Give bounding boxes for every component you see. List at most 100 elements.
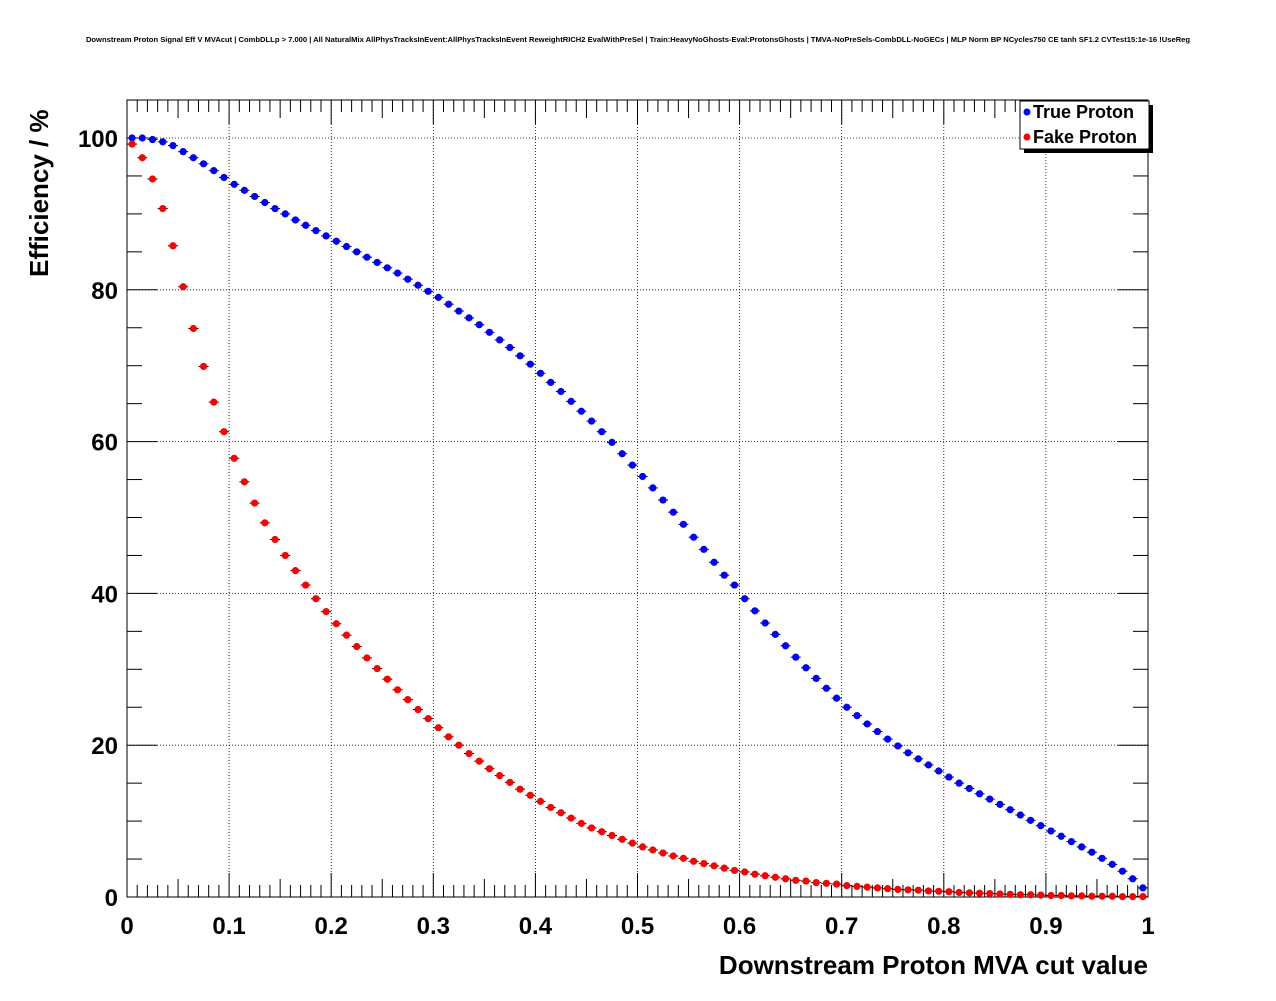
data-point-true-proton (159, 138, 167, 146)
data-point-true-proton (169, 141, 177, 150)
x-tick-label: 0.3 (417, 913, 450, 940)
legend: True Proton Fake Proton (1019, 100, 1153, 153)
data-point-fake-proton (302, 581, 310, 589)
data-point-fake-proton (843, 882, 851, 890)
data-point-true-proton (986, 795, 994, 803)
data-point-fake-proton (853, 882, 861, 890)
data-point-fake-proton (587, 824, 596, 832)
axis-ticks (126, 99, 1149, 898)
data-point-true-proton (291, 216, 300, 224)
data-point-true-proton (240, 186, 249, 194)
x-tick-label: 0.6 (723, 913, 756, 940)
data-point-true-proton (414, 281, 422, 289)
data-point-true-proton (373, 258, 381, 267)
data-point-fake-proton (455, 741, 463, 749)
data-point-fake-proton (169, 242, 177, 250)
data-point-fake-proton (220, 428, 228, 436)
data-point-true-proton (332, 237, 340, 245)
y-tick-label: 80 (91, 278, 118, 305)
data-point-true-proton (342, 242, 351, 251)
data-point-fake-proton (812, 878, 820, 887)
data-point-true-proton (649, 484, 657, 492)
data-point-fake-proton (1067, 892, 1076, 900)
y-tick-label: 0 (105, 885, 118, 912)
data-point-true-proton (465, 314, 473, 322)
data-point-fake-proton (383, 675, 391, 683)
data-point-fake-proton (720, 864, 728, 872)
data-point-true-proton (251, 192, 259, 201)
x-tick-label: 0.7 (825, 913, 858, 940)
data-point-fake-proton (414, 705, 422, 714)
data-point-fake-proton (251, 499, 259, 507)
data-point-true-proton (506, 343, 514, 352)
data-point-fake-proton (199, 362, 208, 371)
data-point-fake-proton (975, 889, 984, 897)
data-point-true-proton (220, 173, 228, 182)
data-point-true-proton (322, 232, 330, 240)
data-point-fake-proton (1118, 893, 1127, 901)
x-tick-label: 0 (120, 913, 133, 940)
legend-label-true-proton: True Proton (1033, 102, 1134, 122)
data-point-fake-proton (996, 890, 1004, 898)
data-point-true-proton (639, 472, 647, 481)
data-point-fake-proton (1026, 891, 1035, 899)
y-tick-label: 20 (91, 733, 118, 760)
data-point-fake-proton (1037, 891, 1045, 899)
data-point-fake-proton (547, 803, 555, 812)
chart-title: Downstream Proton Signal Eff V MVAcut | … (86, 35, 1190, 44)
data-point-fake-proton (291, 567, 300, 575)
data-point-true-proton (1026, 816, 1035, 824)
data-point-fake-proton (1006, 890, 1014, 898)
data-point-true-proton (557, 387, 565, 396)
data-point-true-proton (812, 674, 820, 683)
data-point-fake-proton (445, 733, 453, 741)
data-point-fake-proton (924, 887, 933, 895)
data-point-fake-proton (159, 204, 167, 213)
data-point-fake-proton (751, 870, 759, 878)
tick-labels: 0 0.1 0.2 0.3 0.4 0.5 0.6 0.7 0.8 0.9 1 0 20 40 60 80 10… (78, 126, 1155, 940)
data-point-fake-proton (1139, 893, 1147, 901)
data-point-fake-proton (608, 831, 616, 840)
data-point-true-proton (404, 275, 412, 283)
data-point-true-proton (1037, 822, 1045, 830)
data-point-true-proton (690, 533, 698, 541)
data-point-true-proton (904, 749, 912, 757)
data-point-fake-proton (771, 873, 779, 881)
x-tick-label: 0.5 (621, 913, 654, 940)
data-point-true-proton (567, 397, 575, 405)
data-point-true-proton (536, 369, 545, 377)
grid (127, 100, 1148, 897)
data-point-true-proton (1129, 875, 1137, 883)
data-point-fake-proton (261, 519, 269, 527)
data-point-true-proton (659, 496, 667, 504)
data-point-fake-proton (210, 398, 218, 406)
data-point-fake-proton (914, 886, 922, 894)
data-point-fake-proton (1057, 891, 1065, 900)
data-point-true-proton (945, 773, 953, 781)
data-point-true-proton (230, 180, 238, 188)
data-point-true-proton (618, 450, 626, 458)
data-point-fake-proton (138, 154, 146, 162)
data-point-true-proton (1108, 860, 1116, 868)
data-point-fake-proton (128, 140, 136, 148)
data-point-true-proton (485, 328, 494, 336)
data-point-true-proton (547, 378, 555, 386)
data-point-true-proton (628, 461, 636, 469)
data-point-fake-proton (281, 551, 289, 560)
data-point-fake-proton (945, 888, 953, 896)
data-point-true-proton (965, 784, 973, 793)
x-tick-label: 1 (1141, 913, 1154, 940)
data-point-fake-proton (342, 631, 351, 639)
data-point-true-proton (138, 134, 146, 142)
data-point-fake-proton (710, 862, 718, 870)
data-point-fake-proton (628, 839, 636, 847)
data-point-fake-proton (526, 791, 534, 799)
data-point-fake-proton (730, 866, 739, 875)
data-point-fake-proton (404, 696, 412, 704)
y-tick-label: 40 (91, 581, 118, 608)
data-point-fake-proton (312, 595, 320, 603)
data-point-true-proton (271, 204, 279, 213)
data-point-true-proton (884, 735, 892, 743)
data-point-fake-proton (965, 889, 973, 897)
